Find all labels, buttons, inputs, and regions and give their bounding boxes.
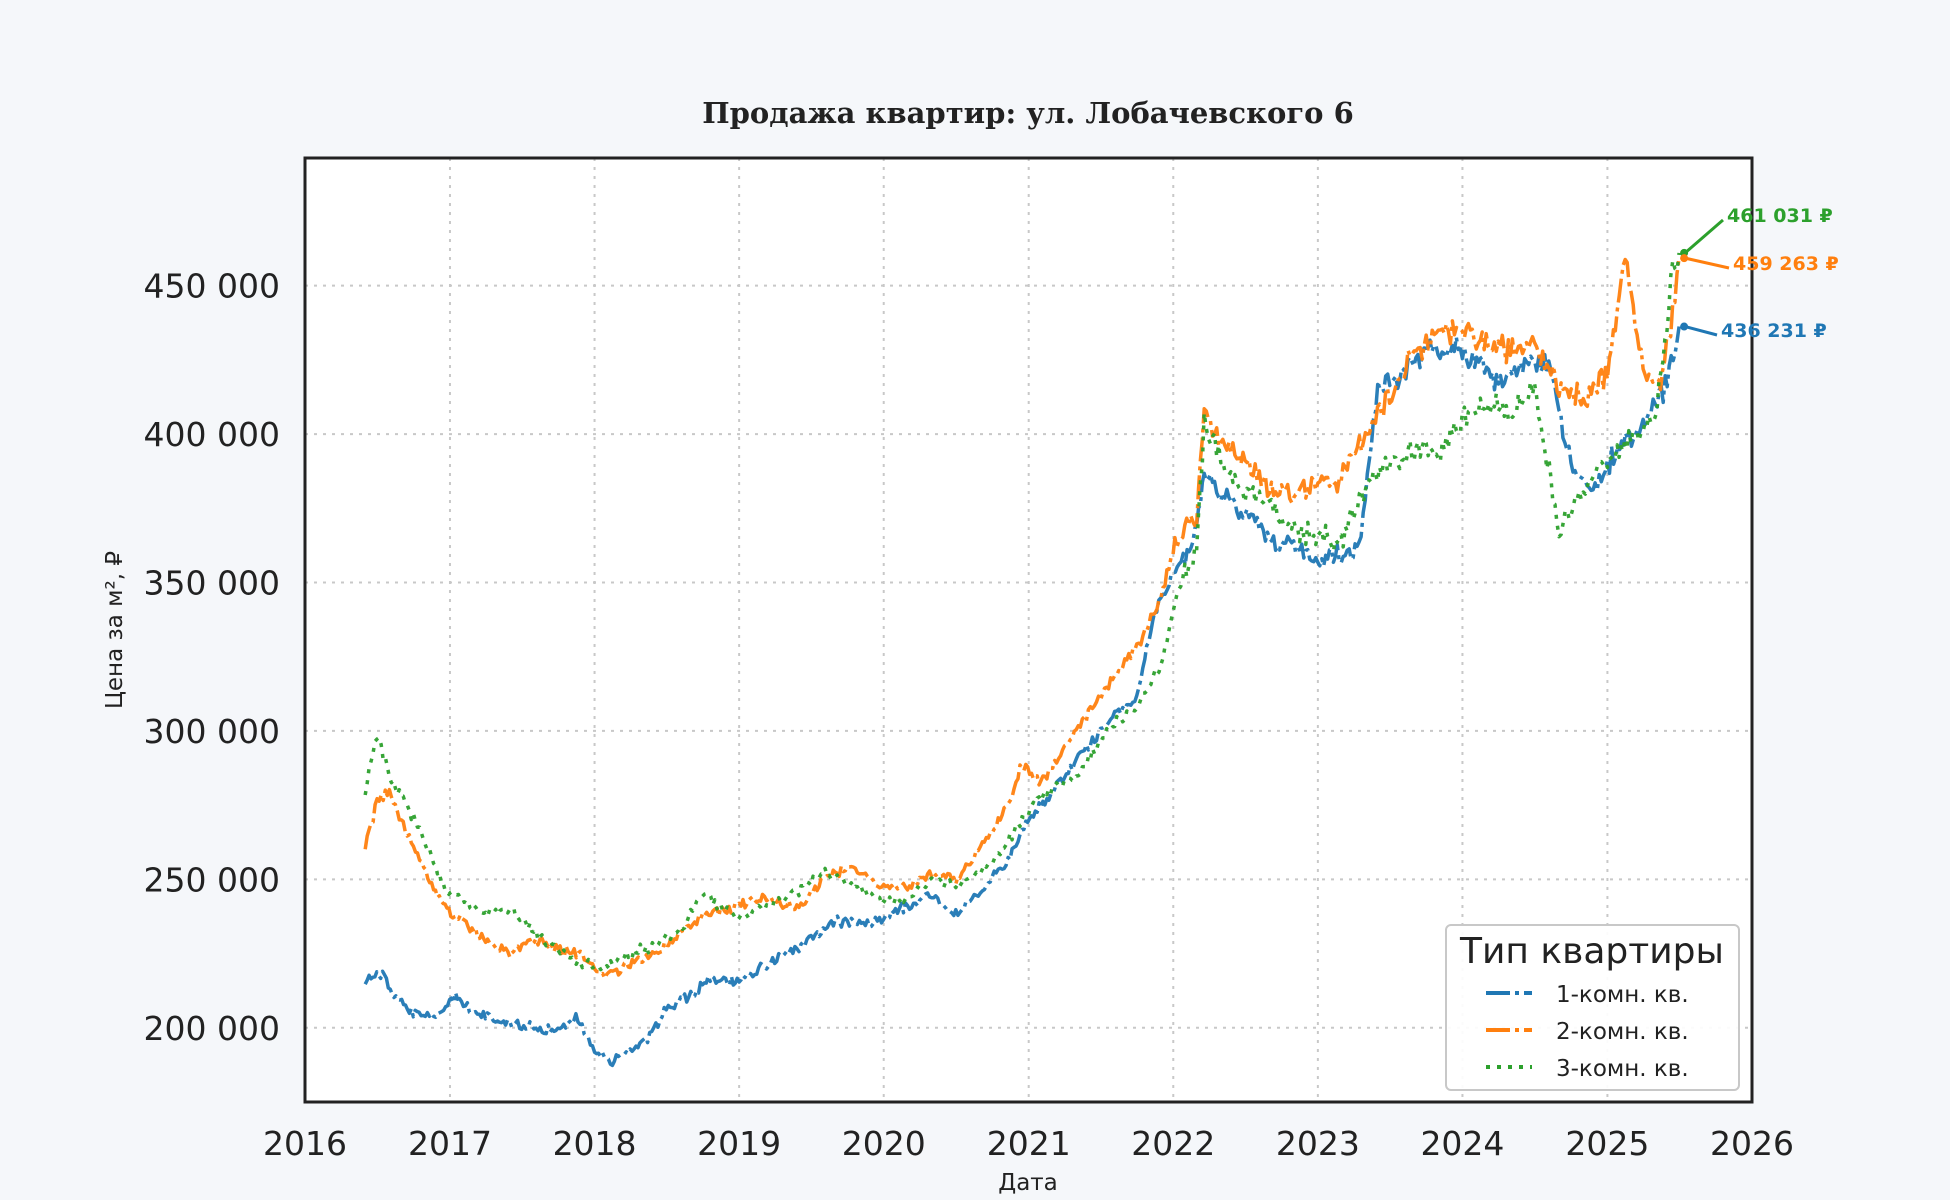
x-tick-label: 2021 <box>987 1124 1071 1163</box>
x-tick-label: 2017 <box>408 1124 492 1163</box>
legend: Тип квартиры 1-комн. кв. 2-комн. кв. 3-ком… <box>1445 924 1740 1091</box>
x-tick-label: 2024 <box>1420 1124 1504 1163</box>
x-tick-label: 2020 <box>842 1124 926 1163</box>
y-tick-label: 300 000 <box>144 712 280 751</box>
legend-label: 2-комн. кв. <box>1556 1019 1689 1045</box>
y-tick-label: 350 000 <box>144 564 280 603</box>
annotation-arrowhead <box>1680 254 1689 263</box>
y-tick-label: 200 000 <box>144 1009 280 1048</box>
chart-title: Продажа квартир: ул. Лобачевского 6 <box>702 96 1354 130</box>
x-tick-label: 2026 <box>1710 1124 1794 1163</box>
x-tick-label: 2023 <box>1276 1124 1360 1163</box>
plot-frame <box>303 156 1754 1104</box>
annotation-arrowhead <box>1680 322 1689 331</box>
x-tick-label: 2022 <box>1131 1124 1215 1163</box>
annotation-arrow <box>1684 256 1730 270</box>
y-tick-label: 250 000 <box>144 860 280 899</box>
series-layer <box>363 252 1681 1068</box>
series-line <box>363 326 1681 1068</box>
annotation-arrow <box>1684 325 1718 337</box>
x-ticks: 2016 2017 2018 2019 2020 2021 2022 2023 2024 2025… <box>263 1124 1794 1163</box>
annotations: 461 031 ₽ 459 263 ₽ 436 231 ₽ <box>1680 205 1839 342</box>
y-tick-label: 450 000 <box>144 267 280 306</box>
x-tick-label: 2018 <box>553 1124 637 1163</box>
annotation-label: 459 263 ₽ <box>1733 253 1839 275</box>
series-line <box>363 252 1681 972</box>
x-axis-label: Дата <box>998 1170 1058 1196</box>
legend-label: 3-комн. кв. <box>1556 1056 1689 1082</box>
legend-label: 1-комн. кв. <box>1556 982 1689 1008</box>
y-tick-label: 400 000 <box>144 415 280 454</box>
annotation-arrow <box>1684 218 1724 255</box>
x-tick-label: 2019 <box>697 1124 781 1163</box>
y-ticks: 200 000 250 000 300 000 350 000 400 000 450 0… <box>144 267 280 1048</box>
annotation-label: 436 231 ₽ <box>1721 320 1827 342</box>
legend-box <box>1445 924 1740 1091</box>
legend-title: Тип квартиры <box>1459 931 1724 972</box>
y-axis-label: Цена за м², ₽ <box>102 551 128 709</box>
x-tick-label: 2016 <box>263 1124 347 1163</box>
x-tick-label: 2025 <box>1565 1124 1649 1163</box>
annotation-label: 461 031 ₽ <box>1727 205 1833 227</box>
